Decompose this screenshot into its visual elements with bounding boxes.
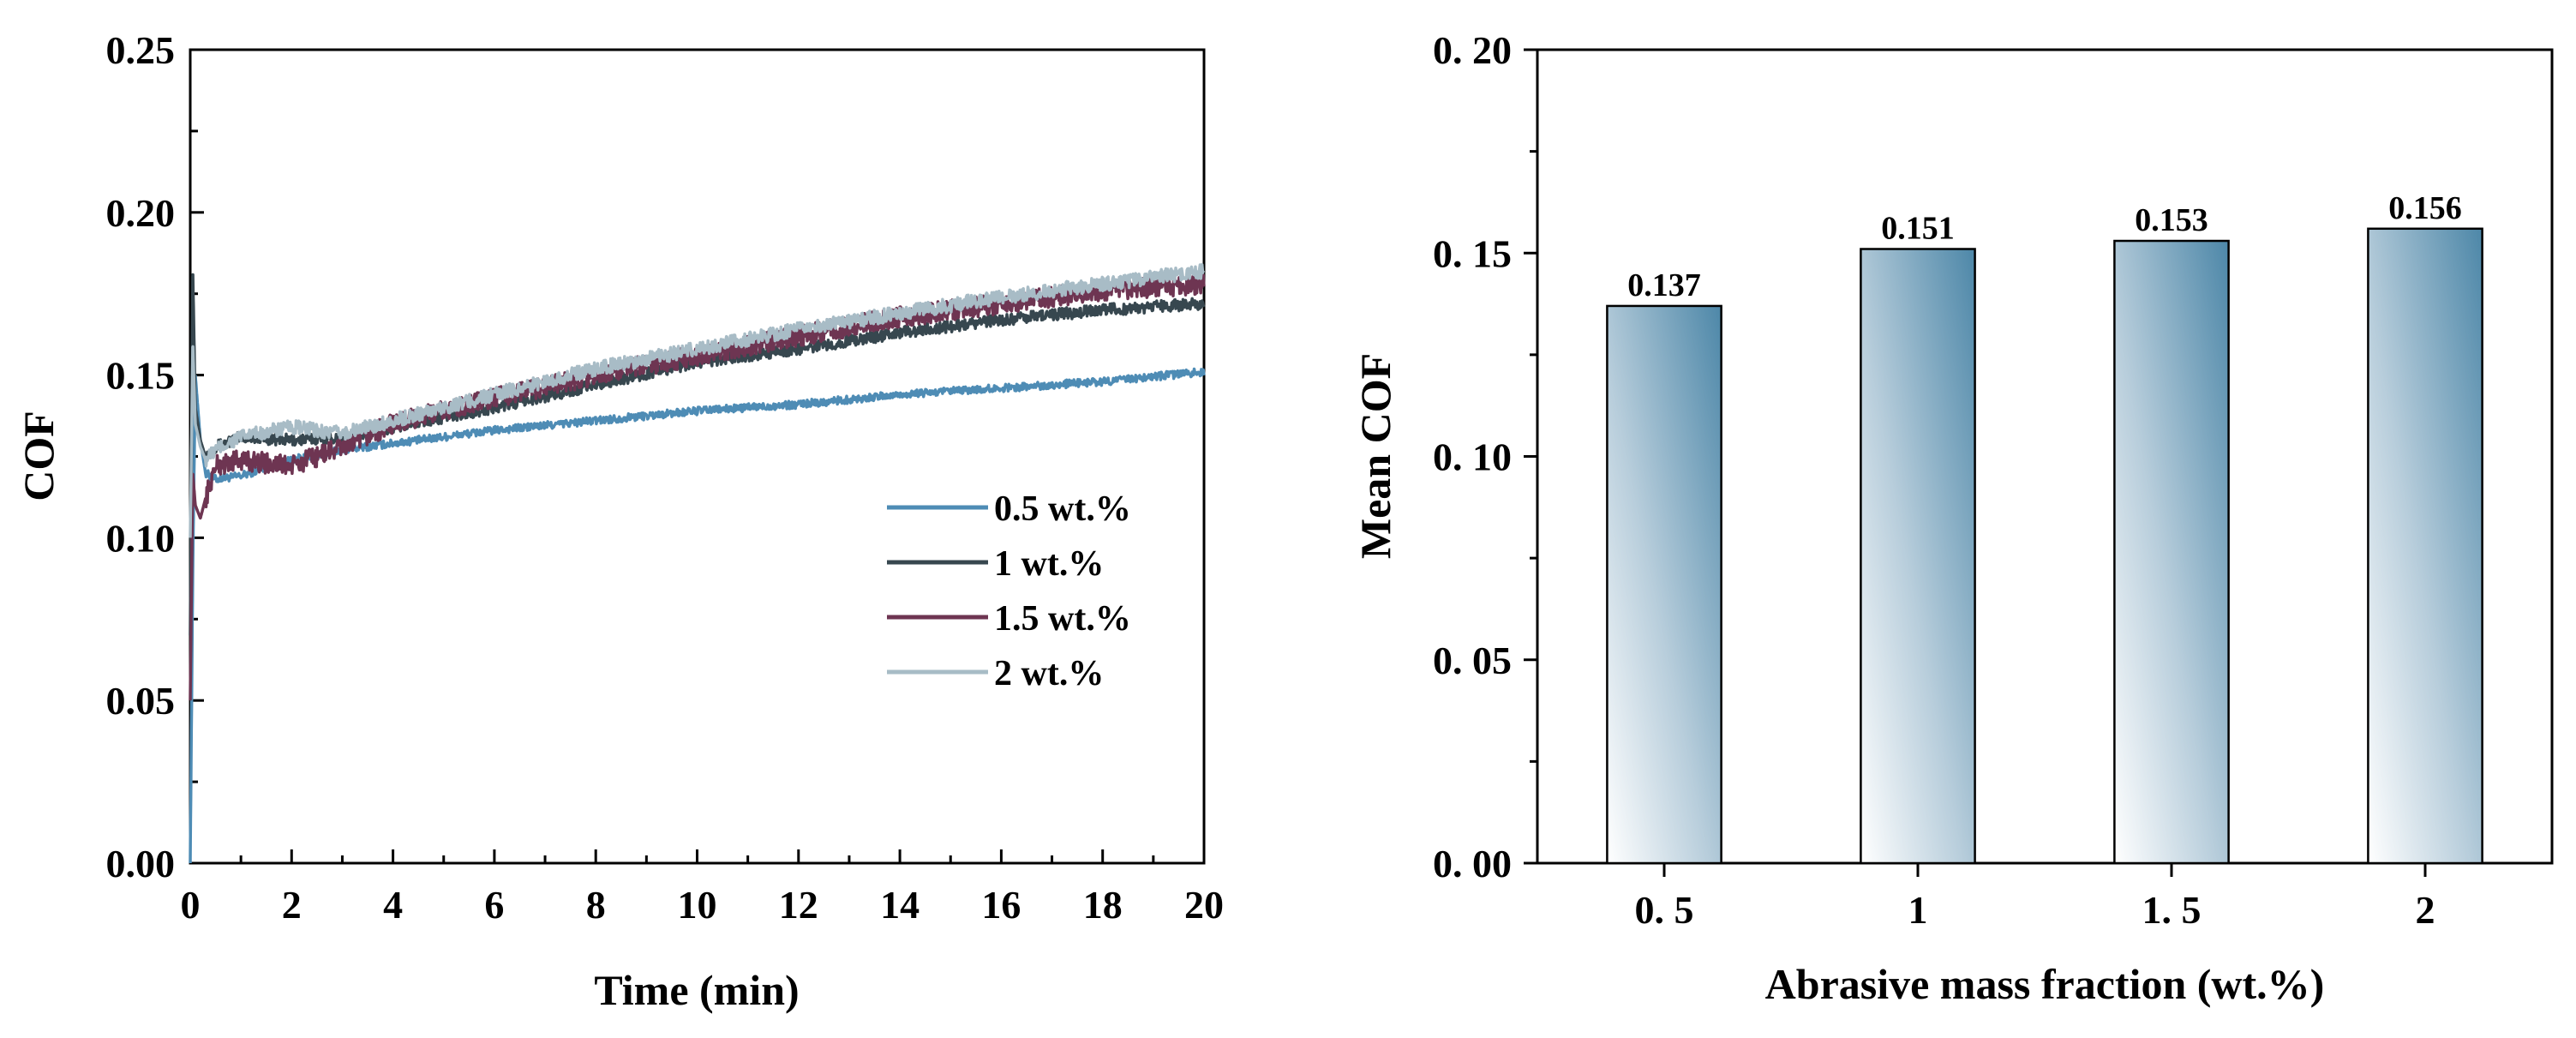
- legend-label: 2 wt.%: [994, 654, 1104, 693]
- left-x-tick-label: 4: [383, 883, 403, 927]
- left-y-tick-label: 0.15: [106, 354, 176, 398]
- series-line: [189, 262, 1206, 538]
- bar: [1606, 304, 1722, 865]
- left-x-tick-label: 16: [981, 883, 1021, 927]
- legend: 0.5 wt.% 1 wt.% 1.5 wt.% 2 wt.%: [887, 489, 1131, 693]
- left-x-tick-label: 18: [1083, 883, 1123, 927]
- left-plot-frame: [189, 48, 1206, 865]
- right-y-tick-label: 0. 20: [1433, 28, 1512, 72]
- left-x-axis-title: Time (min): [594, 966, 799, 1014]
- left-x-tick-label: 2: [282, 883, 302, 927]
- left-x-tick-label: 20: [1184, 883, 1224, 927]
- right-y-tick-label: 0. 10: [1433, 435, 1512, 479]
- legend-label: 1.5 wt.%: [994, 599, 1131, 639]
- bar-data-label: 0.137: [1627, 267, 1701, 303]
- cof-time-chart: 0 2 4 6 8 10 12 14 16 18 20 0.00 0.05 0.10 0.15 0.20 0.…: [15, 28, 1224, 1014]
- left-x-tick-label: 12: [779, 883, 818, 927]
- left-x-tick-label: 10: [678, 883, 717, 927]
- bar-data-label: 0.156: [2388, 190, 2462, 226]
- bar: [1860, 248, 1976, 865]
- left-y-tick-label: 0.00: [106, 842, 176, 885]
- left-x-tick-label: 8: [586, 883, 606, 927]
- right-x-tick-label: 1: [1908, 888, 1928, 932]
- right-y-axis-title: Mean COF: [1351, 353, 1399, 559]
- right-x-tick-label: 1. 5: [2142, 888, 2202, 932]
- bar: [2367, 227, 2483, 865]
- bar-data-label: 0.151: [1881, 211, 1955, 247]
- left-y-tick-label: 0.05: [106, 679, 176, 723]
- left-x-tick-label: 6: [484, 883, 504, 927]
- bar-data-label: 0.153: [2135, 202, 2208, 238]
- right-y-tick-label: 0. 05: [1433, 639, 1512, 682]
- left-x-tick-label: 0: [181, 883, 201, 927]
- legend-label: 1 wt.%: [994, 544, 1104, 584]
- right-x-tick-label: 0. 5: [1635, 888, 1694, 932]
- mean-cof-bar-chart: 0. 00 0. 05 0. 10 0. 15 0. 20 0.137 0. 5 0.151…: [1351, 28, 2554, 1008]
- left-y-tick-label: 0.10: [106, 516, 176, 560]
- left-y-axis-title: COF: [15, 411, 63, 501]
- left-y-tick-label: 0.20: [106, 191, 176, 235]
- legend-label: 0.5 wt.%: [994, 489, 1131, 529]
- right-x-tick-label: 2: [2416, 888, 2435, 932]
- right-y-tick-label: 0. 00: [1433, 842, 1512, 885]
- bar: [2113, 239, 2230, 865]
- left-x-tick-label: 14: [880, 883, 920, 927]
- right-y-tick-label: 0. 15: [1433, 231, 1512, 275]
- left-y-tick-label: 0.25: [106, 28, 176, 72]
- right-x-axis-title: Abrasive mass fraction (wt.%): [1765, 960, 2325, 1008]
